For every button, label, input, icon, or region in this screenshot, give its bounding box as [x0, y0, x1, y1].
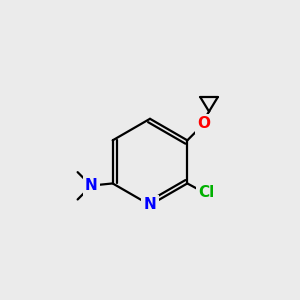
Text: N: N [85, 178, 98, 193]
Text: N: N [144, 197, 156, 212]
Text: Cl: Cl [199, 185, 215, 200]
Text: O: O [197, 116, 210, 131]
